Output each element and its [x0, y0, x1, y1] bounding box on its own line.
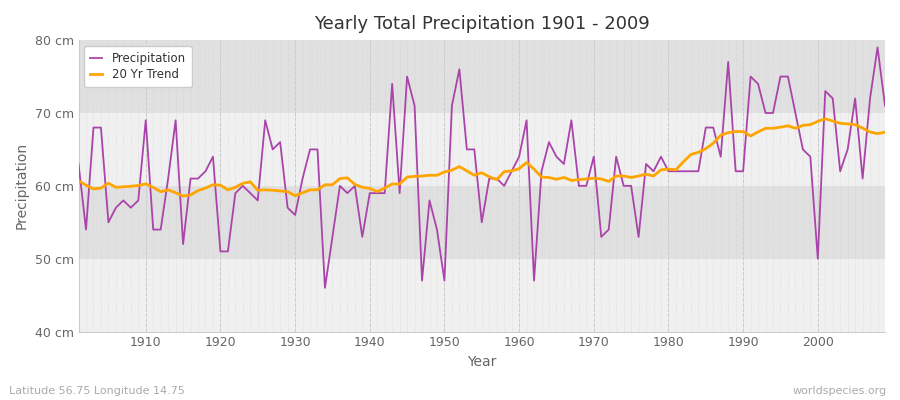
20 Yr Trend [879, 130, 890, 134]
20 Yr Trend [133, 183, 144, 188]
Precipitation [872, 45, 883, 50]
Precipitation [133, 198, 144, 203]
Text: worldspecies.org: worldspecies.org [792, 386, 886, 396]
Bar [78, 40, 885, 113]
Precipitation [297, 176, 308, 181]
Y-axis label: Precipitation: Precipitation [15, 142, 29, 230]
Precipitation [349, 184, 360, 188]
20 Yr Trend [177, 194, 188, 198]
Precipitation [879, 103, 890, 108]
20 Yr Trend [349, 182, 360, 187]
Text: Latitude 56.75 Longitude 14.75: Latitude 56.75 Longitude 14.75 [9, 386, 184, 396]
20 Yr Trend [611, 174, 622, 178]
Line: 20 Yr Trend: 20 Yr Trend [78, 119, 885, 196]
Precipitation [320, 286, 330, 290]
Title: Yearly Total Precipitation 1901 - 2009: Yearly Total Precipitation 1901 - 2009 [314, 15, 650, 33]
20 Yr Trend [820, 116, 831, 121]
Bar [78, 113, 885, 186]
20 Yr Trend [73, 178, 84, 183]
Bar [78, 259, 885, 332]
Precipitation [514, 154, 525, 159]
Bar [78, 186, 885, 259]
Precipitation [521, 118, 532, 123]
X-axis label: Year: Year [467, 355, 497, 369]
Legend: Precipitation, 20 Yr Trend: Precipitation, 20 Yr Trend [85, 46, 192, 87]
Precipitation [611, 154, 622, 159]
20 Yr Trend [521, 160, 532, 165]
Precipitation [73, 162, 84, 166]
20 Yr Trend [514, 166, 525, 171]
20 Yr Trend [304, 188, 315, 192]
Line: Precipitation: Precipitation [78, 47, 885, 288]
